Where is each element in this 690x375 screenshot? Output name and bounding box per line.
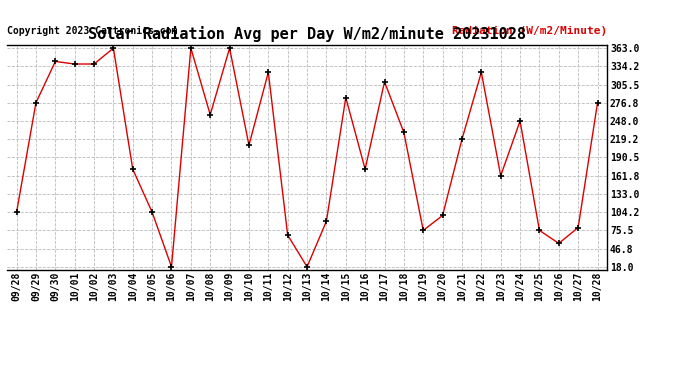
Text: Copyright 2023 Cartronics.com: Copyright 2023 Cartronics.com bbox=[7, 26, 177, 36]
Title: Solar Radiation Avg per Day W/m2/minute 20231028: Solar Radiation Avg per Day W/m2/minute … bbox=[88, 27, 526, 42]
Text: Radiation (W/m2/Minute): Radiation (W/m2/Minute) bbox=[452, 26, 607, 36]
